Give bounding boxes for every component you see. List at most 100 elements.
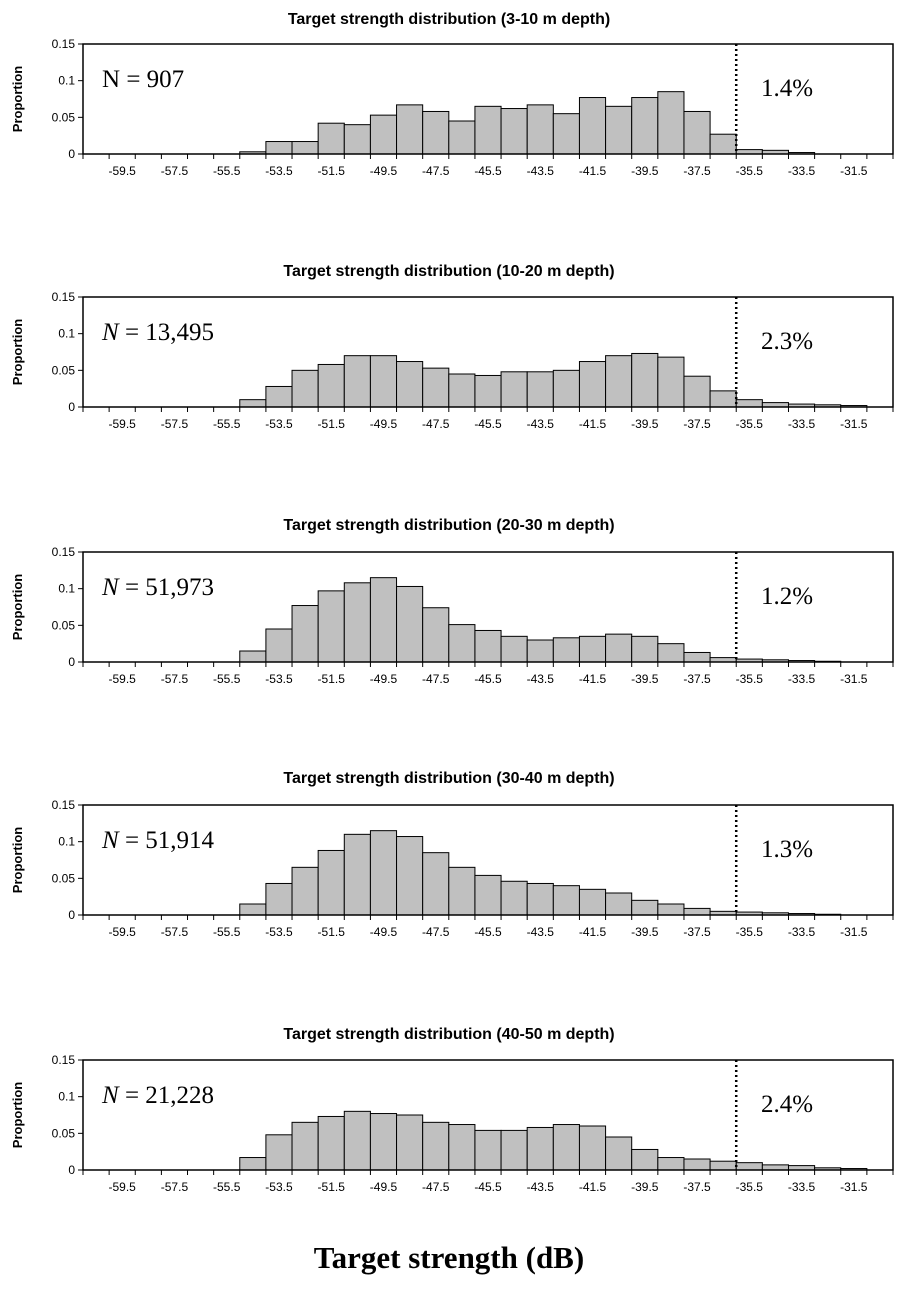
x-tick-label: -57.5 <box>161 417 189 431</box>
x-tick-label: -55.5 <box>213 672 241 686</box>
histogram-bar <box>396 361 424 408</box>
x-tick-label: -53.5 <box>265 164 293 178</box>
y-tick-label: 0.05 <box>52 110 76 124</box>
histogram-bar <box>605 355 633 408</box>
x-tick-label: -51.5 <box>318 1180 346 1194</box>
bar-series <box>239 1110 868 1171</box>
x-tick-label: -37.5 <box>683 1180 711 1194</box>
histogram-bar <box>683 110 711 155</box>
x-tick-label: -43.5 <box>527 925 555 939</box>
x-tick-label: -59.5 <box>109 925 137 939</box>
chart-title: Target strength distribution (20-30 m de… <box>283 517 614 534</box>
histogram-bar <box>709 390 737 408</box>
bar-series <box>239 352 868 408</box>
histogram-bar <box>500 108 528 155</box>
histogram-bar <box>683 1158 711 1171</box>
y-tick-label: 0 <box>68 1163 75 1177</box>
x-tick-label: -47.5 <box>422 672 450 686</box>
y-tick-label: 0.15 <box>52 798 76 812</box>
histogram-bar <box>369 1113 398 1171</box>
sample-size-annotation: N = 907 <box>102 66 184 93</box>
y-tick-label: 0.1 <box>58 835 75 849</box>
x-tick-label: -47.5 <box>422 164 450 178</box>
y-tick-label: 0.05 <box>52 363 76 377</box>
histogram-bar <box>369 114 398 155</box>
x-tick-label: -55.5 <box>213 925 241 939</box>
x-tick-label: -31.5 <box>840 672 868 686</box>
histogram-bar <box>578 1125 607 1171</box>
histogram-bar <box>343 1110 371 1171</box>
histogram-bar <box>500 635 528 663</box>
chart-panel-1: Target strength distribution (3-10 m dep… <box>10 11 894 178</box>
histogram-bar <box>291 141 319 155</box>
percent-above-cutoff-annotation: 1.4% <box>761 75 813 102</box>
histogram-bar <box>343 833 371 916</box>
histogram-bar <box>657 1157 685 1171</box>
histogram-bar <box>265 628 293 663</box>
x-tick-label: -37.5 <box>683 164 711 178</box>
histogram-bar <box>683 651 711 663</box>
histogram-bar <box>291 1121 319 1171</box>
histogram-bar <box>526 639 554 663</box>
histogram-bar <box>657 903 685 916</box>
x-tick-label: -43.5 <box>527 417 555 431</box>
plot-frame <box>82 804 894 916</box>
histogram-bar <box>265 1134 293 1171</box>
x-tick-label: -51.5 <box>318 672 346 686</box>
histogram-bar <box>239 650 267 663</box>
x-tick-label: -59.5 <box>109 417 137 431</box>
x-tick-label: -45.5 <box>474 925 502 939</box>
bar-series <box>239 830 842 916</box>
x-tick-label: -43.5 <box>527 1180 555 1194</box>
histogram-bar <box>552 1124 580 1171</box>
histogram-bar <box>317 363 345 408</box>
x-tick-label: -41.5 <box>579 417 607 431</box>
histogram-bar <box>265 385 293 408</box>
sample-size-annotation: N = 51,973 <box>101 574 214 601</box>
histogram-bar <box>657 643 685 663</box>
histogram-bar <box>578 97 607 155</box>
histogram-bar <box>396 104 424 155</box>
x-tick-label: -49.5 <box>370 164 398 178</box>
x-tick-label: -53.5 <box>265 672 293 686</box>
percent-above-cutoff-annotation: 1.3% <box>761 836 813 863</box>
x-tick-label: -39.5 <box>631 417 659 431</box>
histogram-bar <box>422 1121 450 1171</box>
histogram-bar <box>631 352 659 408</box>
y-tick-label: 0.1 <box>58 74 75 88</box>
y-tick-label: 0.05 <box>52 1126 76 1140</box>
y-tick-label: 0 <box>68 908 75 922</box>
x-tick-label: -45.5 <box>474 672 502 686</box>
histogram-bar <box>422 110 450 155</box>
histogram-bar <box>761 1164 789 1171</box>
histogram-bar <box>317 849 345 916</box>
x-tick-label: -37.5 <box>683 672 711 686</box>
histogram-bar <box>422 852 450 916</box>
x-tick-label: -39.5 <box>631 1180 659 1194</box>
histogram-bar <box>631 635 659 663</box>
histogram-bar <box>369 577 398 663</box>
x-tick-label: -39.5 <box>631 672 659 686</box>
y-axis-label: Proportion <box>10 66 25 132</box>
histogram-bar <box>422 367 450 408</box>
x-tick-label: -33.5 <box>788 925 816 939</box>
x-tick-label: -35.5 <box>736 417 764 431</box>
histogram-bar <box>448 373 476 408</box>
x-tick-label: -51.5 <box>318 925 346 939</box>
histogram-bar <box>343 355 371 408</box>
sample-size-annotation: N = 51,914 <box>101 827 215 854</box>
histogram-bar <box>396 585 424 663</box>
histogram-bar <box>343 124 371 155</box>
x-tick-label: -57.5 <box>161 1180 189 1194</box>
histogram-bar <box>291 605 319 663</box>
y-tick-label: 0.15 <box>52 545 76 559</box>
x-tick-label: -45.5 <box>474 164 502 178</box>
x-tick-label: -33.5 <box>788 672 816 686</box>
chart-panel-2: Target strength distribution (10-20 m de… <box>10 263 894 431</box>
histogram-bar <box>239 399 267 408</box>
histogram-bar <box>605 1136 633 1171</box>
x-tick-label: -31.5 <box>840 164 868 178</box>
x-tick-label: -33.5 <box>788 164 816 178</box>
x-tick-label: -59.5 <box>109 1180 137 1194</box>
x-tick-label: -41.5 <box>579 672 607 686</box>
